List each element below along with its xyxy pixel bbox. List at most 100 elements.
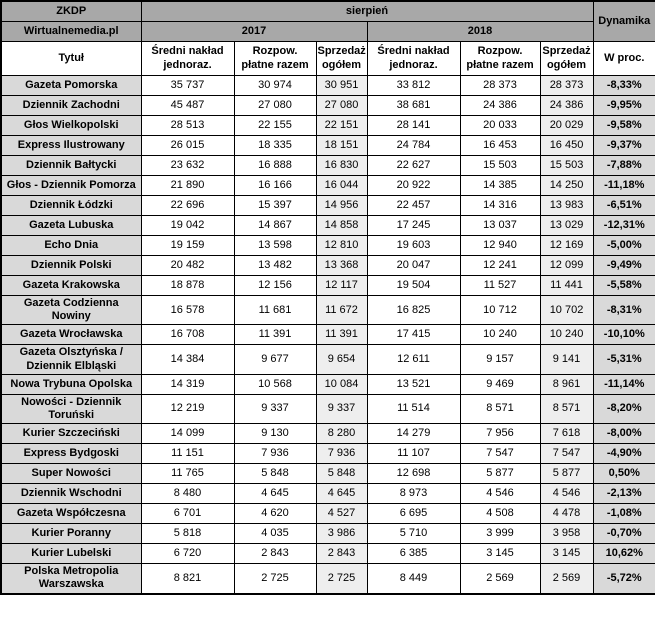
avg-print-2018-cell: 6 695: [366, 503, 461, 525]
avg-print-2018-cell: 6 385: [366, 543, 461, 565]
newspaper-title-cell: Gazeta Współczesna: [0, 503, 142, 525]
table-row: Nowości - Dziennik Toruński 12 219 9 337 9 …: [0, 393, 655, 425]
avg-print-2018-cell: 28 141: [366, 115, 461, 136]
avg-print-2017-cell: 16 578: [140, 294, 235, 326]
table-row: Gazeta Współczesna 6 701 4 620 4 527 6 695 4 …: [0, 503, 655, 525]
paid-dist-2017-cell: 16 888: [233, 155, 317, 176]
paid-dist-2018-cell: 24 386: [459, 95, 541, 116]
avg-print-2017-cell: 14 099: [140, 423, 235, 445]
table-row: Głos - Dziennik Pomorza 21 890 16 166 16 04…: [0, 175, 655, 196]
paid-dist-2018-cell: 12 241: [459, 255, 541, 276]
avg-print-2018-cell: 17 415: [366, 324, 461, 346]
dynamics-cell: -5,58%: [592, 275, 655, 296]
avg-print-2018-cell: 5 710: [366, 523, 461, 545]
total-sales-2017-cell: 16 044: [315, 175, 368, 196]
paid-dist-2018-header: Rozpow. płatne razem: [459, 41, 541, 76]
percent-column-header: W proc.: [592, 41, 655, 76]
newspaper-title-cell: Kurier Lubelski: [0, 543, 142, 565]
avg-print-2018-cell: 14 279: [366, 423, 461, 445]
table-row: Gazeta Olsztyńska / Dziennik Elbląski 14 …: [0, 344, 655, 375]
paid-dist-2017-cell: 11 681: [233, 294, 317, 326]
dynamics-cell: -6,51%: [592, 195, 655, 216]
avg-print-2017-cell: 6 720: [140, 543, 235, 565]
total-sales-2017-cell: 9 654: [315, 344, 368, 375]
paid-dist-2017-cell: 12 156: [233, 275, 317, 296]
paid-dist-2018-cell: 13 037: [459, 215, 541, 236]
newspaper-title-cell: Super Nowości: [0, 463, 142, 485]
table-row: Dziennik Zachodni 45 487 27 080 27 080 38 68…: [0, 95, 655, 116]
paid-dist-2017-cell: 4 645: [233, 483, 317, 505]
dynamics-cell: -9,95%: [592, 95, 655, 116]
paid-dist-2018-cell: 4 546: [459, 483, 541, 505]
table-header: ZKDP sierpień Dynamika Wirtualnemedia.pl…: [0, 0, 655, 76]
paid-dist-2018-cell: 10 712: [459, 294, 541, 326]
total-sales-2017-cell: 30 951: [315, 75, 368, 96]
table-row: Echo Dnia 19 159 13 598 12 810 19 603 12 940 1…: [0, 235, 655, 256]
total-sales-2018-cell: 16 450: [539, 135, 594, 156]
total-sales-2018-cell: 20 029: [539, 115, 594, 136]
total-sales-2018-cell: 10 702: [539, 294, 594, 326]
paid-dist-2017-cell: 9 337: [233, 393, 317, 425]
total-sales-2018-cell: 3 958: [539, 523, 594, 545]
avg-print-2018-header: Średni nakład jednoraz.: [366, 41, 461, 76]
paid-dist-2017-cell: 7 936: [233, 443, 317, 465]
total-sales-2018-cell: 12 169: [539, 235, 594, 256]
table-row: Gazeta Pomorska 35 737 30 974 30 951 33 812 2…: [0, 75, 655, 96]
total-sales-2018-header: Sprzedaż ogółem: [539, 41, 594, 76]
total-sales-2018-cell: 5 877: [539, 463, 594, 485]
avg-print-2017-cell: 26 015: [140, 135, 235, 156]
avg-print-2017-cell: 11 765: [140, 463, 235, 485]
total-sales-2017-cell: 16 830: [315, 155, 368, 176]
avg-print-2018-cell: 12 698: [366, 463, 461, 485]
newspaper-title-cell: Dziennik Zachodni: [0, 95, 142, 116]
dynamics-cell: -9,49%: [592, 255, 655, 276]
total-sales-2018-cell: 4 546: [539, 483, 594, 505]
table-row: Dziennik Wschodni 8 480 4 645 4 645 8 973 4 5…: [0, 483, 655, 505]
paid-dist-2017-cell: 14 867: [233, 215, 317, 236]
paid-dist-2018-cell: 10 240: [459, 324, 541, 346]
dynamics-cell: -8,33%: [592, 75, 655, 96]
avg-print-2018-cell: 19 603: [366, 235, 461, 256]
total-sales-2018-cell: 28 373: [539, 75, 594, 96]
avg-print-2018-cell: 13 521: [366, 373, 461, 395]
paid-dist-2017-cell: 30 974: [233, 75, 317, 96]
avg-print-2017-cell: 35 737: [140, 75, 235, 96]
paid-dist-2018-cell: 9 157: [459, 344, 541, 375]
paid-dist-2017-cell: 5 848: [233, 463, 317, 485]
total-sales-2017-cell: 9 337: [315, 393, 368, 425]
paid-dist-2017-cell: 9 130: [233, 423, 317, 445]
total-sales-2017-cell: 14 956: [315, 195, 368, 216]
avg-print-2018-cell: 8 973: [366, 483, 461, 505]
newspaper-title-cell: Gazeta Codzienna Nowiny: [0, 294, 142, 326]
table-row: Gazeta Wrocławska 16 708 11 391 11 391 17 41…: [0, 324, 655, 346]
dynamics-cell: -11,18%: [592, 175, 655, 196]
dynamics-cell: -1,08%: [592, 503, 655, 525]
total-sales-2017-cell: 11 391: [315, 324, 368, 346]
newspaper-title-cell: Polska Metropolia Warszawska: [0, 563, 142, 594]
avg-print-2017-cell: 18 878: [140, 275, 235, 296]
dynamics-cell: -0,70%: [592, 523, 655, 545]
newspaper-title-cell: Gazeta Wrocławska: [0, 324, 142, 346]
avg-print-2017-cell: 6 701: [140, 503, 235, 525]
total-sales-2018-cell: 8 571: [539, 393, 594, 425]
dynamics-cell: 10,62%: [592, 543, 655, 565]
total-sales-2017-cell: 3 986: [315, 523, 368, 545]
total-sales-2018-cell: 24 386: [539, 95, 594, 116]
avg-print-2017-cell: 19 042: [140, 215, 235, 236]
avg-print-2017-cell: 45 487: [140, 95, 235, 116]
paid-dist-2017-cell: 15 397: [233, 195, 317, 216]
total-sales-2018-cell: 14 250: [539, 175, 594, 196]
total-sales-2017-cell: 12 117: [315, 275, 368, 296]
newspaper-title-cell: Kurier Poranny: [0, 523, 142, 545]
paid-dist-2017-cell: 4 035: [233, 523, 317, 545]
avg-print-2017-cell: 8 821: [140, 563, 235, 594]
dynamics-cell: -5,31%: [592, 344, 655, 375]
year-2018-label: 2018: [366, 21, 594, 42]
avg-print-2018-cell: 24 784: [366, 135, 461, 156]
total-sales-2017-cell: 18 151: [315, 135, 368, 156]
paid-dist-2018-cell: 28 373: [459, 75, 541, 96]
paid-dist-2017-cell: 13 482: [233, 255, 317, 276]
total-sales-2017-cell: 22 151: [315, 115, 368, 136]
total-sales-2018-cell: 2 569: [539, 563, 594, 594]
dynamics-cell: 0,50%: [592, 463, 655, 485]
